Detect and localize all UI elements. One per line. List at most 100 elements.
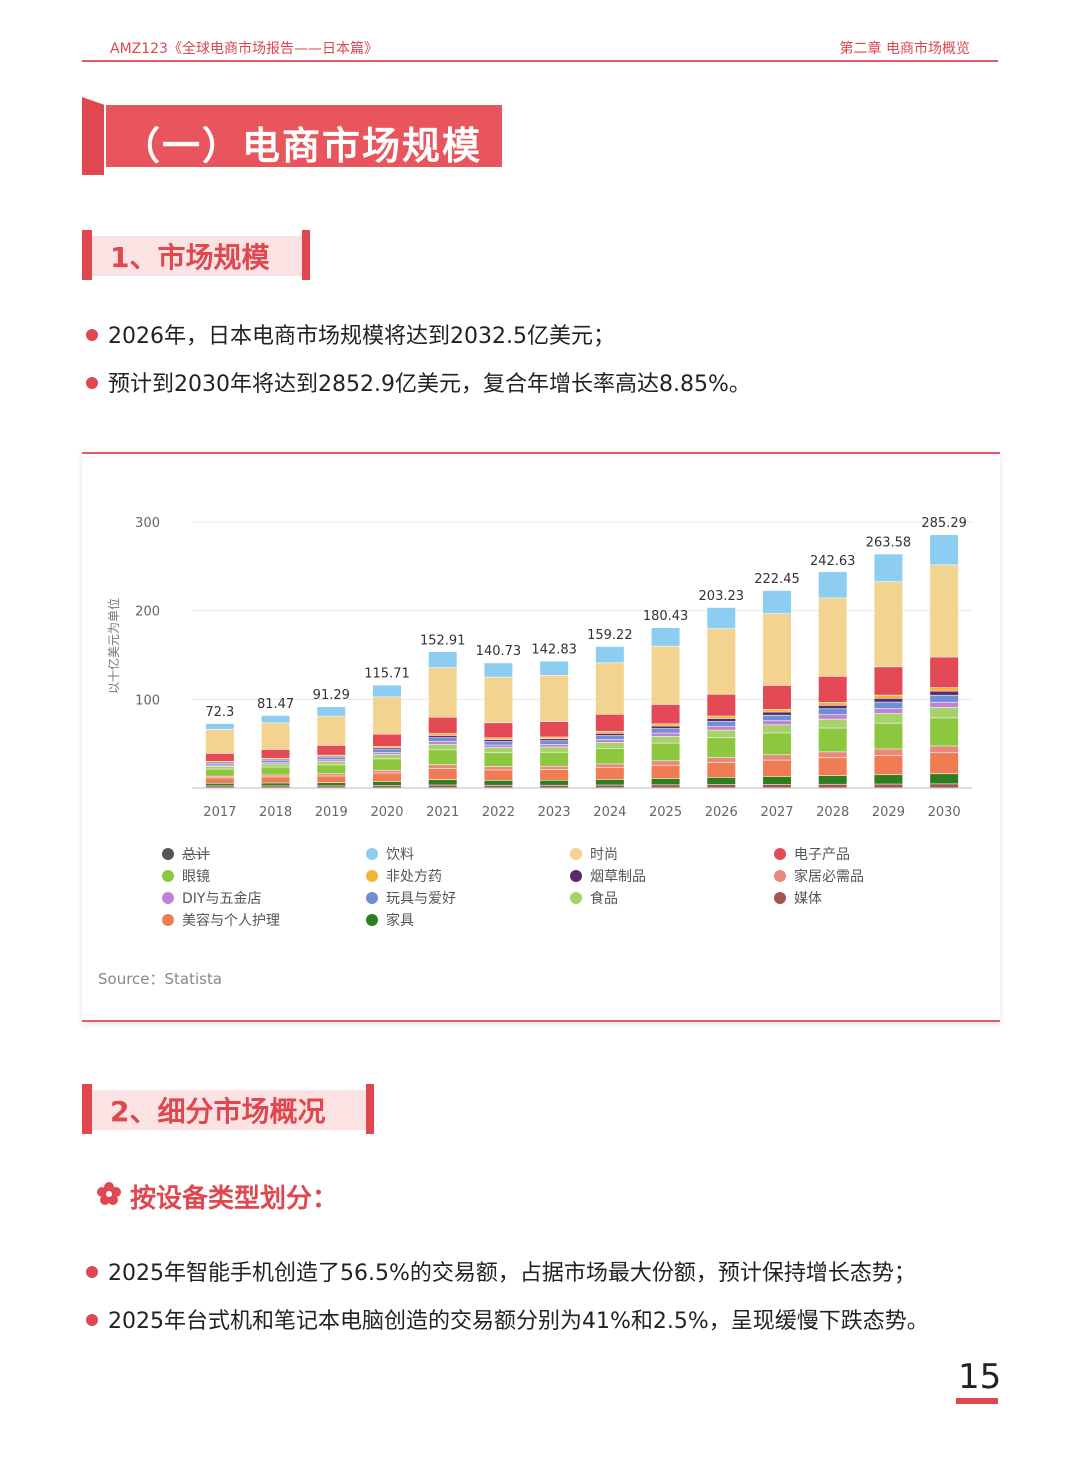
- legend-swatch-icon: [774, 848, 786, 860]
- bar-segment: [317, 707, 346, 716]
- bar-segment: [205, 763, 234, 765]
- bar-segment: [818, 784, 847, 788]
- bar-segment: [651, 743, 680, 761]
- bar-segment: [763, 709, 791, 712]
- total-data-label: 203.23: [699, 589, 745, 604]
- bar-segment: [373, 749, 401, 753]
- x-tick-label: 2027: [760, 805, 793, 820]
- subheading-bar-right: [302, 230, 310, 280]
- bar-segment: [930, 695, 959, 702]
- legend-item: 玩具与爱好: [366, 888, 456, 908]
- subheading-background: [92, 1090, 368, 1130]
- bar-segment: [484, 677, 513, 723]
- bar-segment: [373, 748, 401, 750]
- legend-item: 眼镜: [162, 866, 210, 886]
- bar-segment: [540, 741, 569, 745]
- x-tick-label: 2028: [816, 805, 849, 820]
- bullet-dot-icon: [86, 377, 98, 389]
- total-data-label: 222.45: [754, 572, 800, 587]
- bar-segment: [930, 657, 959, 688]
- bar-segment: [930, 784, 959, 788]
- bar-segment: [707, 762, 736, 778]
- legend-item: 时尚: [570, 844, 618, 864]
- bar-segment: [428, 765, 457, 769]
- bar-segment: [874, 698, 903, 702]
- total-data-label: 72.3: [205, 705, 234, 720]
- x-tick-label: 2021: [426, 805, 459, 820]
- bar-segment: [707, 694, 736, 716]
- legend-item: 家具: [366, 910, 414, 930]
- bar-segment: [205, 765, 234, 767]
- y-tick-label: 300: [135, 516, 160, 531]
- bar-segment: [205, 786, 234, 788]
- legend-swatch-icon: [162, 848, 174, 860]
- legend-swatch-icon: [366, 870, 378, 882]
- bar-segment: [874, 755, 903, 775]
- bar-segment: [874, 695, 903, 699]
- bar-segment: [763, 590, 791, 614]
- legend-swatch-icon: [570, 892, 582, 904]
- bar-segment: [540, 675, 569, 722]
- legend-swatch-icon: [774, 870, 786, 882]
- bar-segment: [818, 598, 847, 677]
- bar-segment: [930, 702, 959, 708]
- bar-segment: [930, 565, 959, 657]
- bar-segment: [428, 780, 457, 785]
- bar-segment: [484, 741, 513, 745]
- legend-label: 美容与个人护理: [182, 913, 280, 929]
- bar-segment: [373, 697, 401, 734]
- bar-segment: [595, 646, 624, 663]
- bar-segment: [930, 746, 959, 753]
- bar-segment: [428, 737, 457, 742]
- bar-segment: [930, 691, 959, 695]
- bar-segment: [484, 770, 513, 781]
- bar-segment: [763, 685, 791, 710]
- bar-segment: [317, 776, 346, 783]
- legend-swatch-icon: [162, 892, 174, 904]
- bar-segment: [261, 758, 290, 760]
- legend-item: 食品: [570, 888, 618, 908]
- bar-segment: [930, 535, 959, 565]
- bar-segment: [595, 785, 624, 788]
- bar-segment: [317, 757, 346, 760]
- bar-segment: [373, 759, 401, 770]
- legend-label: 家具: [386, 913, 414, 929]
- legend-swatch-icon: [570, 848, 582, 860]
- legend-item: DIY与五金店: [162, 888, 261, 908]
- legend-item: 饮料: [366, 844, 414, 864]
- total-data-label: 152.91: [420, 633, 466, 648]
- subheading-bar-right: [366, 1084, 374, 1134]
- bar-segment: [874, 702, 903, 709]
- x-tick-label: 2022: [482, 805, 515, 820]
- bullet-text: 预计到2030年将达到2852.9亿美元，复合年增长率高达8.85%。: [108, 372, 751, 397]
- bullet-item: 2025年台式机和笔记本电脑创造的交易额分别为41%和2.5%，呈现缓慢下跌态势…: [86, 1303, 929, 1335]
- bar-segment: [595, 733, 624, 736]
- bar-segment: [261, 760, 290, 763]
- bar-segment: [261, 777, 290, 783]
- bar-segment: [707, 721, 736, 727]
- bar-segment: [261, 723, 290, 750]
- bar-segment: [373, 752, 401, 755]
- bar-segment: [651, 724, 680, 726]
- total-data-label: 81.47: [257, 697, 294, 712]
- legend-swatch-icon: [162, 914, 174, 926]
- legend-item: 非处方药: [366, 866, 442, 886]
- legend-label: 总计: [182, 847, 210, 863]
- bar-segment: [930, 707, 959, 718]
- bar-segment: [651, 736, 680, 743]
- bar-segment: [818, 676, 847, 703]
- bar-segment: [874, 784, 903, 788]
- bar-segment: [484, 723, 513, 738]
- legend-swatch-icon: [774, 892, 786, 904]
- bar-segment: [818, 715, 847, 719]
- y-tick-label: 200: [135, 605, 160, 620]
- header-chapter: 第二章 电商市场概览: [839, 41, 970, 57]
- bar-segment: [874, 749, 903, 756]
- bar-segment: [428, 785, 457, 788]
- legend-label: DIY与五金店: [182, 891, 262, 907]
- legend-swatch-icon: [366, 848, 378, 860]
- bullet-dot-icon: [86, 1266, 98, 1278]
- bar-segment: [707, 718, 736, 722]
- bar-segment: [595, 748, 624, 764]
- bar-segment: [763, 755, 791, 760]
